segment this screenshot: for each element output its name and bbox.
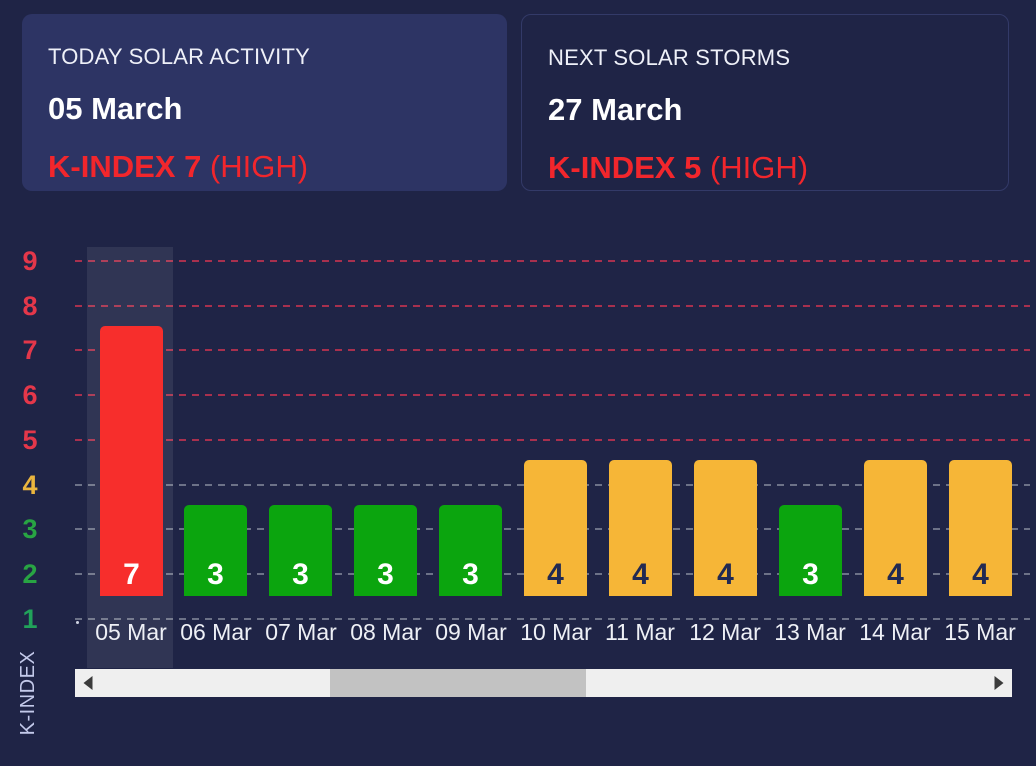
bar-15-mar[interactable]: 4 (949, 460, 1012, 596)
x-label-11-mar: 11 Mar (605, 619, 675, 645)
grid-line-1 (75, 617, 1030, 620)
grid-line-5 (75, 438, 1030, 441)
y-tick-label-3: 3 (22, 514, 38, 545)
y-tick-label-8: 8 (22, 290, 38, 321)
bar-07-mar[interactable]: 3 (269, 505, 332, 596)
today-card-date: 05 March (48, 91, 183, 126)
x-label-12-mar: 12 Mar (689, 619, 761, 645)
grid-line-8 (75, 304, 1030, 307)
bar-value-label: 3 (462, 558, 479, 591)
next-solar-storms-card: NEXT SOLAR STORMS 27 March K-INDEX 5 (HI… (521, 14, 1009, 191)
bar-value-label: 3 (377, 558, 394, 591)
bar-11-mar[interactable]: 4 (609, 460, 672, 596)
next-kindex-level: (HIGH) (701, 150, 809, 185)
bar-value-label: 4 (887, 558, 904, 591)
y-tick-label-2: 2 (22, 558, 38, 589)
next-card-title: NEXT SOLAR STORMS (548, 45, 791, 70)
scroll-right-button[interactable] (986, 669, 1012, 697)
y-tick-label-1: 1 (22, 603, 38, 634)
scrollbar-thumb[interactable] (330, 669, 586, 697)
grid-line-7 (75, 349, 1030, 352)
bar-value-label: 3 (292, 558, 309, 591)
bar-value-label: 4 (717, 558, 734, 591)
bar-06-mar[interactable]: 3 (184, 505, 247, 596)
bar-09-mar[interactable]: 3 (439, 505, 502, 596)
scroll-left-button[interactable] (75, 669, 101, 697)
x-label-09-mar: 09 Mar (435, 619, 507, 645)
bar-value-label: 4 (547, 558, 564, 591)
bar-10-mar[interactable]: 4 (524, 460, 587, 596)
y-tick-label-6: 6 (22, 380, 38, 411)
y-tick-label-4: 4 (22, 469, 38, 500)
left-arrow-icon (83, 676, 93, 690)
x-label-08-mar: 08 Mar (350, 619, 422, 645)
x-label-15-mar: 15 Mar (944, 619, 1016, 645)
next-card-kindex: K-INDEX 5 (HIGH) (548, 150, 982, 186)
bar-13-mar[interactable]: 3 (779, 505, 842, 596)
y-tick-label-5: 5 (22, 424, 38, 455)
next-kindex-value: K-INDEX 5 (548, 150, 702, 185)
bar-14-mar[interactable]: 4 (864, 460, 927, 596)
bar-value-label: 7 (123, 558, 140, 591)
axis-tick (76, 621, 79, 624)
bar-value-label: 3 (802, 558, 819, 591)
today-kindex-level: (HIGH) (201, 149, 309, 184)
right-arrow-icon (994, 676, 1004, 690)
horizontal-scrollbar[interactable] (75, 669, 1012, 697)
y-tick-label-7: 7 (22, 335, 38, 366)
today-card-title: TODAY SOLAR ACTIVITY (48, 44, 310, 69)
bar-value-label: 3 (207, 558, 224, 591)
today-solar-activity-card: TODAY SOLAR ACTIVITY 05 March K-INDEX 7 … (22, 14, 507, 191)
bar-value-label: 4 (632, 558, 649, 591)
today-kindex-value: K-INDEX 7 (48, 149, 202, 184)
grid-line-6 (75, 394, 1030, 397)
grid-line-9 (75, 260, 1030, 262)
bar-05-mar[interactable]: 7 (100, 326, 163, 596)
x-label-14-mar: 14 Mar (859, 619, 931, 645)
bar-08-mar[interactable]: 3 (354, 505, 417, 596)
x-label-10-mar: 10 Mar (520, 619, 592, 645)
bar-12-mar[interactable]: 4 (694, 460, 757, 596)
y-tick-label-9: 9 (22, 246, 38, 276)
x-label-07-mar: 07 Mar (265, 619, 337, 645)
y-axis-title: K-INDEX (17, 650, 39, 736)
x-label-13-mar: 13 Mar (774, 619, 846, 645)
today-card-kindex: K-INDEX 7 (HIGH) (48, 149, 481, 185)
x-label-05-mar: 05 Mar (95, 619, 167, 645)
next-card-date: 27 March (548, 92, 683, 127)
bar-value-label: 4 (972, 558, 989, 591)
x-label-06-mar: 06 Mar (180, 619, 252, 645)
